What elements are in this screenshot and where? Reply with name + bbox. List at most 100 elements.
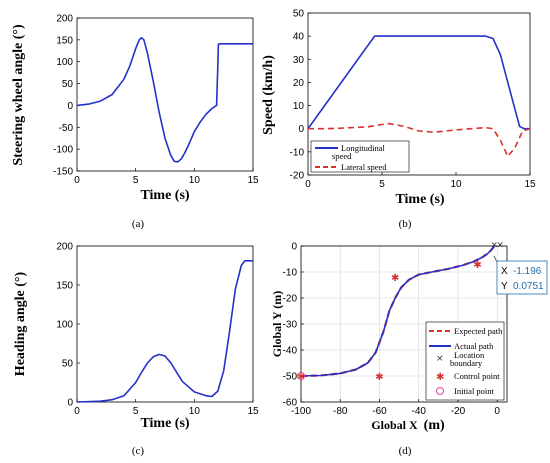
control-point-marker: ✱ xyxy=(375,372,383,383)
x-tick-label: -20 xyxy=(451,406,466,417)
y-tick-label: 0 xyxy=(67,398,73,409)
legend-b: Longitudinal speed Lateral speed xyxy=(310,140,410,173)
y-tick-label: -60 xyxy=(283,398,298,409)
ylabel-d: Global Y (m) xyxy=(270,291,284,357)
y-tick-label: 100 xyxy=(56,320,73,331)
ticks-d: -100 -80 -60 -40 -20 0-60-50-40-30-20-100 xyxy=(283,242,501,418)
legend-label-boundary-1: Location xyxy=(454,350,485,360)
legend-label-boundary-2: boundary xyxy=(450,358,483,368)
xlabel-d-unit: (m) xyxy=(424,418,445,433)
y-tick-label: 40 xyxy=(293,32,305,43)
plot-frame-c xyxy=(76,245,254,403)
markers-d: ××✱✱✱✱ xyxy=(297,241,504,383)
series-lines-d xyxy=(300,245,496,378)
xlabel-c: Time (s) xyxy=(140,416,189,431)
y-tick-label: 0 xyxy=(298,124,304,135)
datatip-x-label: X xyxy=(501,266,508,277)
legend-label-longitudinal-2: speed xyxy=(332,151,352,161)
series-line-d-1 xyxy=(300,245,496,377)
datatip-y-value: 0.0751 xyxy=(513,281,544,292)
legend-label-actual: Actual path xyxy=(454,341,494,351)
legend-label-expected: Expected path xyxy=(454,326,503,336)
x-tick-label: 10 xyxy=(189,406,201,417)
y-tick-label: -20 xyxy=(290,171,305,182)
x-tick-label: 10 xyxy=(189,175,201,186)
y-tick-label: -50 xyxy=(283,372,298,383)
datatip-d[interactable]: X -1.196 Y 0.0751 xyxy=(493,255,548,295)
xlabel-a: Time (s) xyxy=(140,188,189,203)
panel-c: Heading angle (°) Time (s) (c) 0 5 10 15050… xyxy=(13,242,259,458)
y-tick-label: -30 xyxy=(283,320,298,331)
xlabel-d-text: Global X xyxy=(371,418,418,432)
legend-label-initial: Initial point xyxy=(454,386,495,396)
y-tick-label: 150 xyxy=(56,35,73,46)
series-line-a-0 xyxy=(76,36,253,163)
x-tick-label: -100 xyxy=(291,406,311,417)
legend-marker-initial xyxy=(436,387,444,395)
x-tick-label: 5 xyxy=(379,179,385,190)
y-tick-label: -50 xyxy=(59,123,74,134)
plot-frame-a xyxy=(76,17,254,172)
series-lines-c xyxy=(76,259,253,403)
datatip-y-label: Y xyxy=(501,281,508,292)
y-tick-label: 30 xyxy=(293,55,305,66)
panel-b: Speed (km/h) Time (s) (b) 0 5 10 15 -20 -10 0 1… xyxy=(261,9,536,231)
y-tick-label: 0 xyxy=(291,242,297,253)
y-tick-label: 50 xyxy=(62,359,74,370)
legend-marker-control: ✱ xyxy=(436,372,444,383)
ticks-b: 0 5 10 15 -20 -10 0 10 20 30 40 50 xyxy=(290,9,536,191)
ylabel-b: Speed (km/h) xyxy=(261,55,276,135)
x-tick-label: 0 xyxy=(74,175,80,186)
panel-d: Global Y (m) Global X (m) (d) -100 -80 -60… xyxy=(270,241,548,457)
legend-marker-boundary: × xyxy=(436,354,444,364)
x-tick-label: -40 xyxy=(411,406,426,417)
y-tick-label: -20 xyxy=(283,294,298,305)
panel-a: Steering wheel angle (°) Time (s) (a) 0 5… xyxy=(11,14,259,231)
y-tick-label: 50 xyxy=(293,9,305,20)
ylabel-c: Heading angle (°) xyxy=(13,271,28,376)
x-tick-label: -60 xyxy=(372,406,387,417)
initial-point-star: ✱ xyxy=(297,373,305,383)
xlabel-b: Time (s) xyxy=(395,192,444,207)
x-tick-label: 5 xyxy=(133,406,139,417)
legend-label-lateral: Lateral speed xyxy=(341,162,387,172)
x-tick-label: 0 xyxy=(305,179,311,190)
x-tick-label: 0 xyxy=(494,406,500,417)
caption-d: (d) xyxy=(399,445,412,457)
caption-c: (c) xyxy=(132,445,145,457)
y-tick-label: -150 xyxy=(53,167,73,178)
y-tick-label: 150 xyxy=(56,281,73,292)
boundary-marker: × xyxy=(496,241,504,251)
x-tick-label: 5 xyxy=(133,175,139,186)
y-tick-label: 50 xyxy=(62,79,74,90)
x-tick-label: 15 xyxy=(247,406,259,417)
x-tick-label: 15 xyxy=(524,179,536,190)
caption-b: (b) xyxy=(399,218,412,230)
series-line-c-0 xyxy=(76,259,253,403)
y-tick-label: 20 xyxy=(293,78,305,89)
caption-a: (a) xyxy=(132,218,145,230)
x-tick-label: 15 xyxy=(247,175,259,186)
legend-d: Expected path Actual path × Location bou… xyxy=(425,321,505,401)
series-line-b-1 xyxy=(308,122,531,158)
y-tick-label: 200 xyxy=(56,14,73,25)
ticks-a: 0 5 10 15 -150 -100 -50 0 50 100 150 200 xyxy=(53,14,259,187)
plot-frame-b xyxy=(307,12,531,176)
control-point-marker: ✱ xyxy=(391,273,399,284)
y-tick-label: -10 xyxy=(290,147,305,158)
x-tick-label: 0 xyxy=(74,406,80,417)
xlabel-d: Global X (m) xyxy=(371,418,445,433)
y-tick-label: -100 xyxy=(53,145,73,156)
legend-label-longitudinal-1: Longitudinal xyxy=(341,143,386,153)
series-lines-b xyxy=(307,35,531,158)
datatip-box xyxy=(496,260,548,295)
y-tick-label: -10 xyxy=(283,268,298,279)
legend-label-control: Control point xyxy=(454,371,500,381)
boundary-marker: × xyxy=(490,241,498,251)
series-line-b-0 xyxy=(307,35,530,130)
initial-point-marker xyxy=(297,372,305,380)
y-tick-label: 200 xyxy=(56,242,73,253)
datatip-x-value: -1.196 xyxy=(513,266,542,277)
